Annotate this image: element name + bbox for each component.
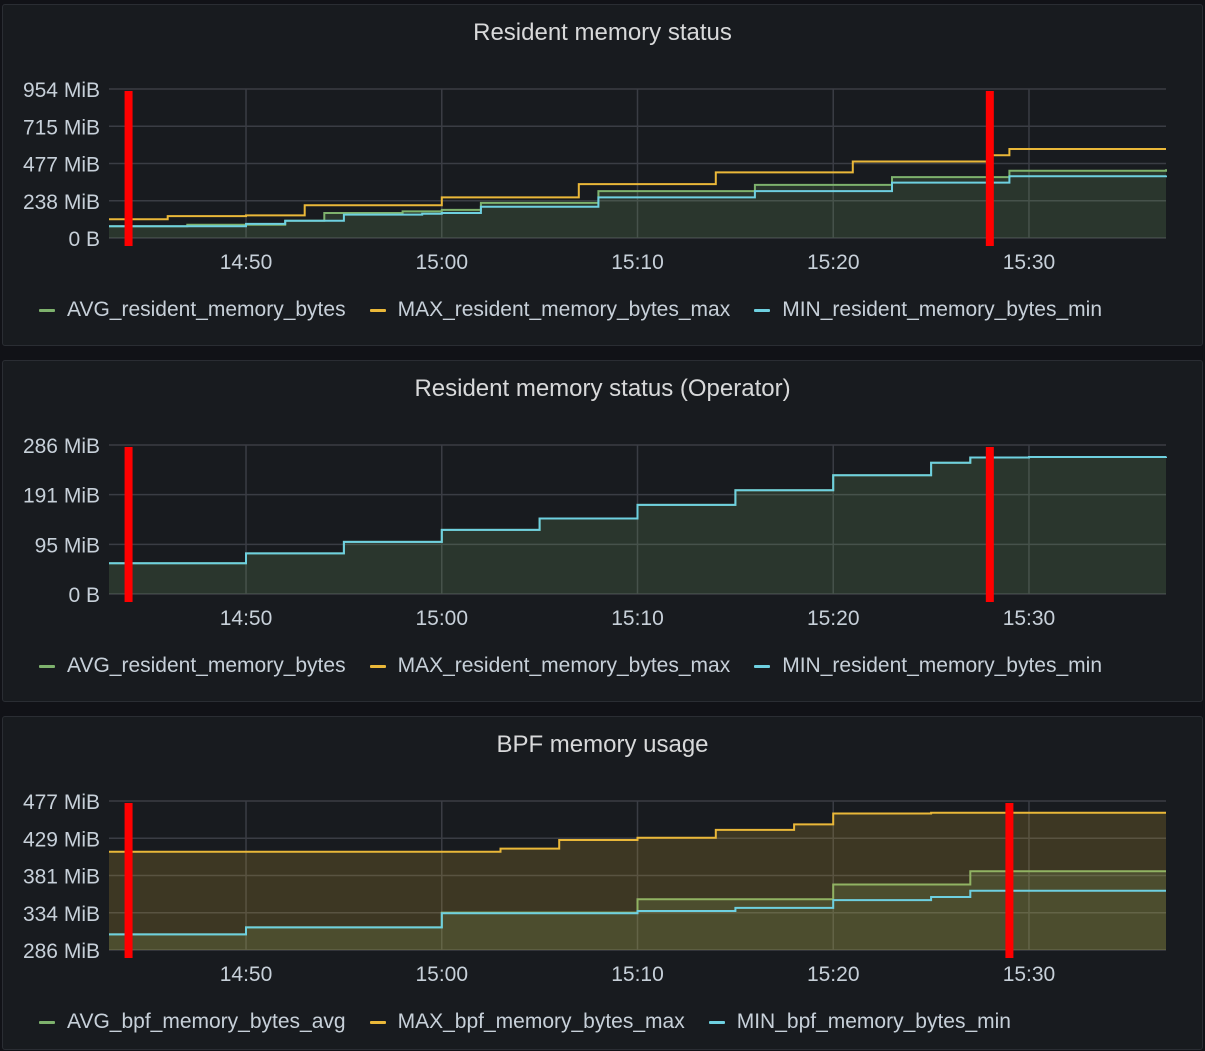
- panel-resident-memory-operator: Resident memory status (Operator) 286 Mi…: [2, 360, 1203, 702]
- legend: AVG_resident_memory_bytes MAX_resident_m…: [39, 651, 1102, 681]
- legend-swatch-min: [754, 308, 771, 312]
- x-tick-label: 15:10: [611, 963, 664, 986]
- panel-title[interactable]: Resident memory status (Operator): [414, 375, 791, 402]
- marker-bar: [124, 91, 133, 246]
- x-tick-label: 14:50: [220, 251, 273, 274]
- x-tick-label: 15:00: [415, 963, 468, 986]
- legend-swatch-max: [369, 308, 386, 312]
- legend-item-min[interactable]: MIN_bpf_memory_bytes_min: [708, 1010, 1011, 1034]
- legend-item-avg[interactable]: AVG_resident_memory_bytes: [39, 298, 346, 322]
- legend: AVG_bpf_memory_bytes_avg MAX_bpf_memory_…: [39, 1007, 1011, 1037]
- legend-label: MAX_resident_memory_bytes_max: [397, 654, 731, 677]
- y-tick-label: 0 B: [68, 584, 100, 607]
- x-tick-label: 15:20: [807, 607, 860, 630]
- series-line: [109, 175, 1167, 228]
- series-area: [109, 456, 1166, 594]
- y-tick-label: 334 MiB: [23, 903, 100, 926]
- panel-title[interactable]: Resident memory status: [473, 19, 732, 46]
- legend-item-max[interactable]: MAX_resident_memory_bytes_max: [369, 298, 731, 322]
- legend-swatch-min: [708, 1020, 725, 1024]
- panel-title[interactable]: BPF memory usage: [496, 731, 709, 758]
- y-tick-label: 95 MiB: [35, 534, 100, 557]
- legend-label: MAX_resident_memory_bytes_max: [397, 298, 731, 321]
- series-line: [109, 811, 1166, 853]
- legend-swatch-avg: [39, 664, 55, 668]
- marker-bar: [1005, 803, 1014, 958]
- marker-bar: [985, 91, 994, 246]
- x-tick-label: 15:30: [1003, 251, 1056, 274]
- x-tick-label: 14:50: [220, 963, 273, 986]
- legend-label: MIN_bpf_memory_bytes_min: [736, 1010, 1011, 1033]
- y-tick-label: 954 MiB: [23, 79, 100, 102]
- legend-swatch-max: [369, 1020, 386, 1024]
- legend-swatch-min: [754, 664, 771, 668]
- y-tick-label: 381 MiB: [23, 866, 100, 889]
- series-line: [109, 456, 1167, 565]
- y-tick-label: 0 B: [68, 228, 100, 251]
- legend-item-min[interactable]: MIN_resident_memory_bytes_min: [754, 654, 1102, 678]
- y-tick-label: 286 MiB: [23, 435, 100, 458]
- legend-label: AVG_resident_memory_bytes: [67, 298, 346, 321]
- legend: AVG_resident_memory_bytes MAX_resident_m…: [39, 295, 1102, 325]
- legend-item-min[interactable]: MIN_resident_memory_bytes_min: [754, 298, 1102, 322]
- legend-label: MAX_bpf_memory_bytes_max: [397, 1010, 685, 1033]
- legend-swatch-avg: [39, 308, 55, 312]
- y-tick-label: 191 MiB: [23, 485, 100, 508]
- x-tick-label: 15:00: [415, 251, 468, 274]
- chart-resident-memory: 954 MiB 715 MiB 477 MiB 238 MiB 0 B 14:50 15:0…: [23, 79, 1167, 274]
- x-tick-label: 15:10: [611, 251, 664, 274]
- chart-bpf-memory: 477 MiB 429 MiB 381 MiB 334 MiB 286 MiB 14:50…: [23, 791, 1166, 986]
- marker-bar: [124, 447, 133, 602]
- x-tick-label: 15:10: [611, 607, 664, 630]
- marker-bar: [985, 447, 994, 602]
- y-tick-label: 477 MiB: [23, 154, 100, 177]
- legend-item-avg[interactable]: AVG_resident_memory_bytes: [39, 654, 346, 678]
- panel-bpf-memory: BPF memory usage 477 MiB 429 MiB 381 MiB 33…: [2, 716, 1203, 1050]
- y-tick-label: 429 MiB: [23, 828, 100, 851]
- x-tick-label: 15:30: [1003, 607, 1056, 630]
- x-tick-label: 15:20: [807, 251, 860, 274]
- x-tick-label: 15:30: [1003, 963, 1056, 986]
- legend-label: MIN_resident_memory_bytes_min: [782, 654, 1103, 677]
- legend-swatch-avg: [39, 1020, 55, 1024]
- series-line: [109, 889, 1166, 936]
- legend-label: AVG_bpf_memory_bytes_avg: [67, 1010, 346, 1033]
- y-tick-label: 477 MiB: [23, 791, 100, 814]
- y-tick-label: 238 MiB: [23, 191, 100, 214]
- series-area: [109, 812, 1166, 950]
- series-area: [109, 169, 1166, 238]
- legend-item-max[interactable]: MAX_resident_memory_bytes_max: [369, 654, 731, 678]
- chart-resident-memory-operator: 286 MiB 191 MiB 95 MiB 0 B 14:50 15:00 15:10 15…: [23, 435, 1167, 630]
- legend-label: AVG_resident_memory_bytes: [67, 654, 346, 677]
- x-tick-label: 15:20: [807, 963, 860, 986]
- y-tick-label: 715 MiB: [23, 116, 100, 139]
- legend-item-max[interactable]: MAX_bpf_memory_bytes_max: [369, 1010, 685, 1034]
- legend-item-avg[interactable]: AVG_bpf_memory_bytes_avg: [39, 1010, 346, 1034]
- y-tick-label: 286 MiB: [23, 940, 100, 963]
- legend-label: MIN_resident_memory_bytes_min: [782, 298, 1103, 321]
- panel-resident-memory: Resident memory status 954 MiB 715 MiB 477…: [2, 4, 1203, 346]
- x-tick-label: 15:00: [415, 607, 468, 630]
- legend-swatch-max: [369, 664, 386, 668]
- marker-bar: [124, 803, 133, 958]
- x-tick-label: 14:50: [220, 607, 273, 630]
